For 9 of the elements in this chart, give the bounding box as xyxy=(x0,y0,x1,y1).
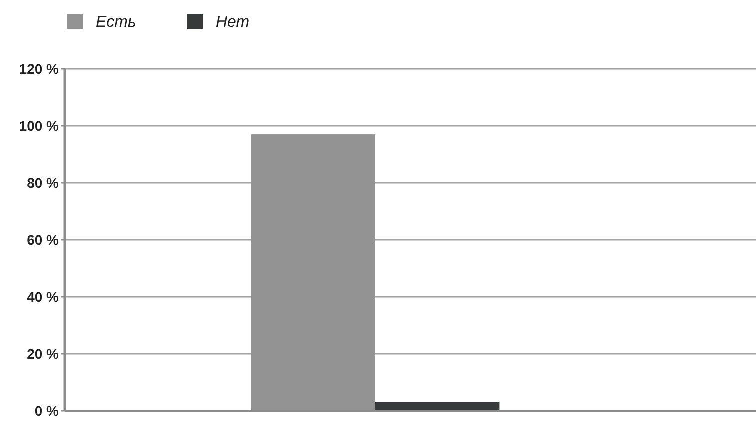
y-tick-label: 40 % xyxy=(27,288,60,305)
y-tick-label: 20 % xyxy=(27,346,60,362)
y-tick-label: 60 % xyxy=(27,232,60,248)
y-tick-label: 80 % xyxy=(27,174,60,191)
legend-label: Есть xyxy=(96,14,136,32)
y-tick-label: 100 % xyxy=(19,118,60,134)
legend-label: Нет xyxy=(216,14,250,32)
y-tick-label: 0 % xyxy=(34,402,60,419)
y-tick-label: 120 % xyxy=(19,60,60,77)
